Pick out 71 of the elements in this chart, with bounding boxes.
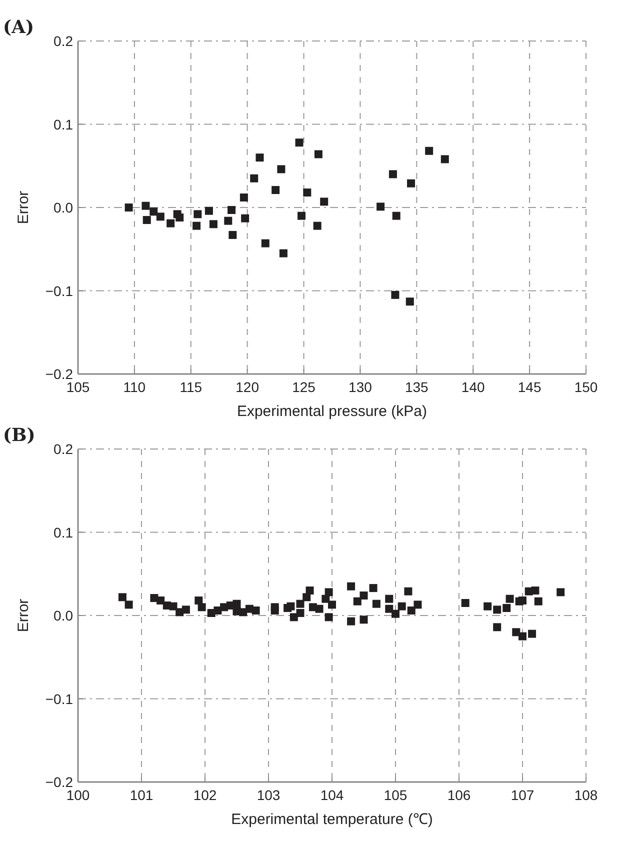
y-axis-title: Error xyxy=(15,598,32,632)
point xyxy=(156,212,164,221)
point xyxy=(209,220,218,228)
y-tick-label: 0.2 xyxy=(54,441,74,457)
x-tick-label: 130 xyxy=(348,379,372,395)
point xyxy=(277,165,286,174)
point xyxy=(204,206,213,215)
point xyxy=(279,249,288,258)
point xyxy=(298,212,306,220)
point xyxy=(314,150,322,158)
y-tick-label: 0.1 xyxy=(54,524,74,540)
point xyxy=(124,204,133,212)
x-tick-label: 135 xyxy=(404,379,429,395)
point xyxy=(224,216,232,225)
x-tick-label: 145 xyxy=(518,379,542,395)
point xyxy=(440,155,449,164)
y-tick-label: −0.1 xyxy=(45,690,74,707)
point xyxy=(295,138,304,147)
y-tick-label: 0.0 xyxy=(54,200,74,216)
x-tick-label: 105 xyxy=(66,379,90,395)
point xyxy=(261,239,270,248)
point xyxy=(391,290,400,299)
y-tick-label: 0.2 xyxy=(54,33,74,49)
point xyxy=(313,222,322,230)
point xyxy=(192,222,201,230)
point xyxy=(406,298,414,306)
x-tick-label: 120 xyxy=(236,379,260,395)
chart-title: (A) xyxy=(3,17,34,38)
y-tick-label: 0.1 xyxy=(54,116,74,132)
x-tick-label: 150 xyxy=(574,379,598,395)
x-axis-title: Experimental pressure (kPa) xyxy=(236,403,428,420)
point xyxy=(228,206,236,214)
y-tick-label: −0.1 xyxy=(45,282,74,299)
x-tick-label: 103 xyxy=(256,787,280,803)
point xyxy=(176,213,184,222)
point xyxy=(142,202,150,210)
x-tick-label: 100 xyxy=(66,787,90,803)
point xyxy=(240,194,248,202)
point xyxy=(142,216,151,224)
x-tick-label: 115 xyxy=(180,379,202,395)
x-tick-label: 106 xyxy=(447,787,471,803)
point xyxy=(425,146,434,155)
point xyxy=(241,214,250,222)
point xyxy=(272,186,280,194)
point xyxy=(376,202,385,211)
x-tick-label: 101 xyxy=(130,787,154,803)
point xyxy=(256,154,264,162)
point xyxy=(303,188,312,197)
y-axis-title: Error xyxy=(15,190,32,224)
point xyxy=(166,219,175,228)
y-tick-label: −0.2 xyxy=(45,366,74,382)
x-axis-title: Experimental temperature (℃) xyxy=(231,811,433,828)
x-tick-label: 108 xyxy=(574,787,598,803)
x-tick-label: 125 xyxy=(292,379,316,395)
x-tick-label: 104 xyxy=(320,787,344,803)
x-tick-label: 107 xyxy=(510,787,534,803)
x-tick-label: 110 xyxy=(123,379,146,395)
x-tick-label: 105 xyxy=(384,787,408,803)
chart-title: (B) xyxy=(3,425,36,446)
y-tick-label: −0.2 xyxy=(45,774,74,790)
point xyxy=(407,179,416,188)
point xyxy=(320,198,328,206)
point xyxy=(228,230,237,239)
point xyxy=(250,174,258,182)
point xyxy=(388,170,397,178)
point xyxy=(150,208,158,216)
point xyxy=(194,210,202,218)
point xyxy=(392,212,400,220)
x-tick-label: 102 xyxy=(193,787,217,803)
y-tick-label: 0.0 xyxy=(54,608,74,624)
x-tick-label: 140 xyxy=(461,379,486,395)
